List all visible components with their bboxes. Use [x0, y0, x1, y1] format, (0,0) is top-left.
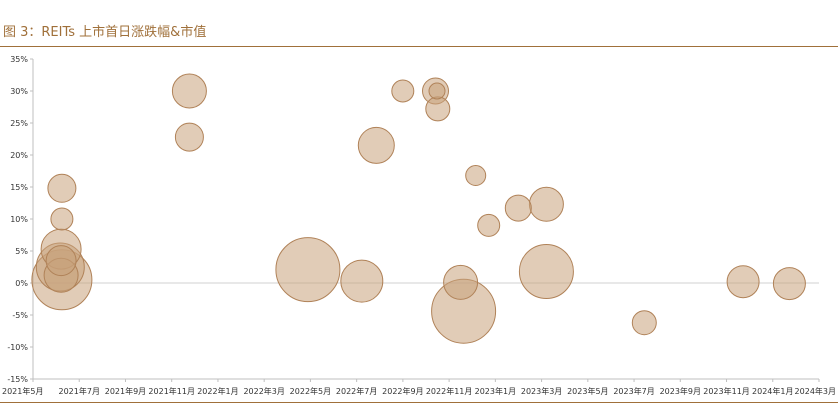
x-tick-label: 2023年3月 [521, 386, 562, 396]
y-tick-label: 0% [15, 279, 28, 288]
y-tick-label: 10% [10, 215, 28, 224]
bubble-point [465, 165, 487, 186]
bubble-point [340, 259, 384, 303]
x-tick-label: 2021年7月 [59, 386, 100, 396]
x-tick-label: 2023年7月 [613, 386, 654, 396]
bubble-point [174, 122, 204, 152]
x-tick-label: 2021年11月 [148, 386, 195, 396]
bubble-point [275, 237, 341, 303]
y-tick-label: 25% [10, 119, 28, 128]
bubble-layer [31, 73, 806, 344]
x-tick-label: 2022年1月 [197, 386, 238, 396]
bubble-point [171, 73, 207, 109]
x-tick-label: 2021年5月 [2, 386, 43, 396]
y-tick-label: -5% [12, 311, 28, 320]
bubble-point [504, 194, 532, 222]
figure-title: 图 3：REITs 上市首日涨跌幅&市值 [3, 25, 207, 40]
x-tick-label: 2022年3月 [243, 386, 284, 396]
x-tick-label: 2022年7月 [336, 386, 377, 396]
bubble-point [357, 126, 395, 164]
bubble-point [425, 96, 451, 122]
y-tick-label: 5% [15, 247, 28, 256]
bubble-point [391, 79, 415, 103]
axes-layer [30, 58, 820, 382]
x-tick-label: 2023年1月 [475, 386, 516, 396]
bottom-divider [0, 402, 838, 403]
bubble-point [528, 186, 564, 222]
bubble-point [45, 245, 77, 277]
y-tick-label: 35% [10, 55, 28, 64]
y-tick-label: -15% [7, 375, 28, 384]
x-tick-label: 2021年9月 [105, 386, 146, 396]
x-tick-label: 2022年9月 [382, 386, 423, 396]
tick-label-layer: 35% 30% 25% 20% 15% 10% 5% 0% -5% -10% -15% 2021年5月… [2, 55, 836, 396]
x-tick-label: 2024年1月 [752, 386, 793, 396]
x-tick-label: 2023年5月 [567, 386, 608, 396]
bubble-point [47, 173, 77, 203]
x-tick-label: 2023年9月 [660, 386, 701, 396]
x-tick-label: 2022年11月 [426, 386, 473, 396]
x-tick-label: 2022年5月 [290, 386, 331, 396]
bubble-point [518, 244, 574, 299]
y-tick-label: 20% [10, 151, 28, 160]
x-tick-label: 2024年3月 [795, 386, 836, 396]
bubble-point [428, 82, 446, 100]
y-tick-label: 30% [10, 87, 28, 96]
bubble-point [443, 264, 479, 300]
bubble-point [772, 267, 806, 301]
bubble-point [50, 207, 74, 231]
title-divider [0, 46, 838, 47]
bubble-point [477, 213, 501, 237]
y-tick-label: 15% [10, 183, 28, 192]
bubble-point [631, 310, 657, 336]
x-tick-label: 2023年11月 [703, 386, 750, 396]
bubble-point [726, 265, 760, 299]
y-tick-label: -10% [7, 343, 28, 352]
